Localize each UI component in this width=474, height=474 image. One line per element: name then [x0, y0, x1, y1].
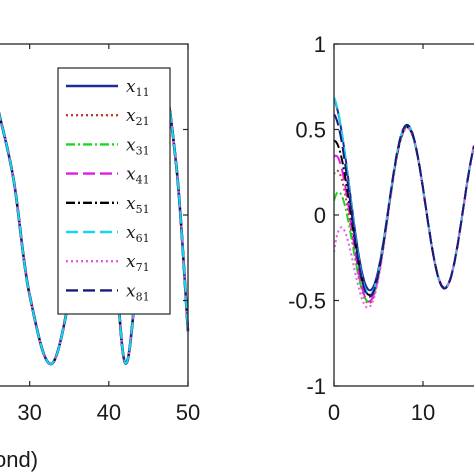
- left-tick-marks: [29, 44, 189, 386]
- right-line-x31: [334, 126, 474, 303]
- right-x-tick-label: 10: [411, 400, 435, 425]
- legend-label-x61: x61: [126, 223, 150, 245]
- legend-label-x71: x71: [126, 252, 150, 274]
- right-line-x81: [334, 113, 474, 298]
- legend: x11 x21 x31 x41 x51 x61 x71 x81: [57, 67, 171, 315]
- legend-label-x31: x31: [126, 135, 150, 157]
- right-tick-marks: [333, 43, 424, 387]
- right-x-tick-labels: 0 10: [328, 400, 435, 425]
- right-series-lines: [334, 96, 474, 309]
- right-y-tick-label: 0.5: [295, 118, 326, 143]
- right-y-tick-label: 1: [314, 32, 326, 57]
- legend-label-x11: x11: [126, 77, 150, 99]
- left-x-tick-label: 30: [17, 400, 41, 425]
- right-y-tick-label: 0: [314, 203, 326, 228]
- legend-label-x41: x41: [126, 165, 150, 187]
- left-x-tick-labels: 30 40 50: [17, 400, 200, 425]
- right-axes-box: [333, 43, 474, 387]
- legend-box: [57, 67, 171, 315]
- right-line-x21: [334, 124, 474, 305]
- right-y-tick-label: -1: [306, 374, 326, 399]
- left-x-tick-label: 50: [176, 400, 200, 425]
- legend-label-x81: x81: [126, 281, 150, 303]
- right-line-x71: [334, 127, 474, 309]
- legend-label-x51: x51: [126, 194, 150, 216]
- right-x-tick-label: 0: [328, 400, 340, 425]
- right-y-tick-labels: -1 -0.5 0 0.5 1: [288, 32, 326, 399]
- right-y-tick-label: -0.5: [288, 289, 326, 314]
- right-plot-panel: 0 10 -1 -0.5 0 0.5 1: [288, 32, 474, 425]
- left-plot-panel: 30 40 50 ond) x11 x21 x31 x41 x51 x61 x71 x81: [0, 43, 200, 472]
- legend-label-x21: x21: [126, 106, 150, 128]
- left-x-axis-label: ond): [0, 447, 38, 472]
- left-x-tick-label: 40: [97, 400, 121, 425]
